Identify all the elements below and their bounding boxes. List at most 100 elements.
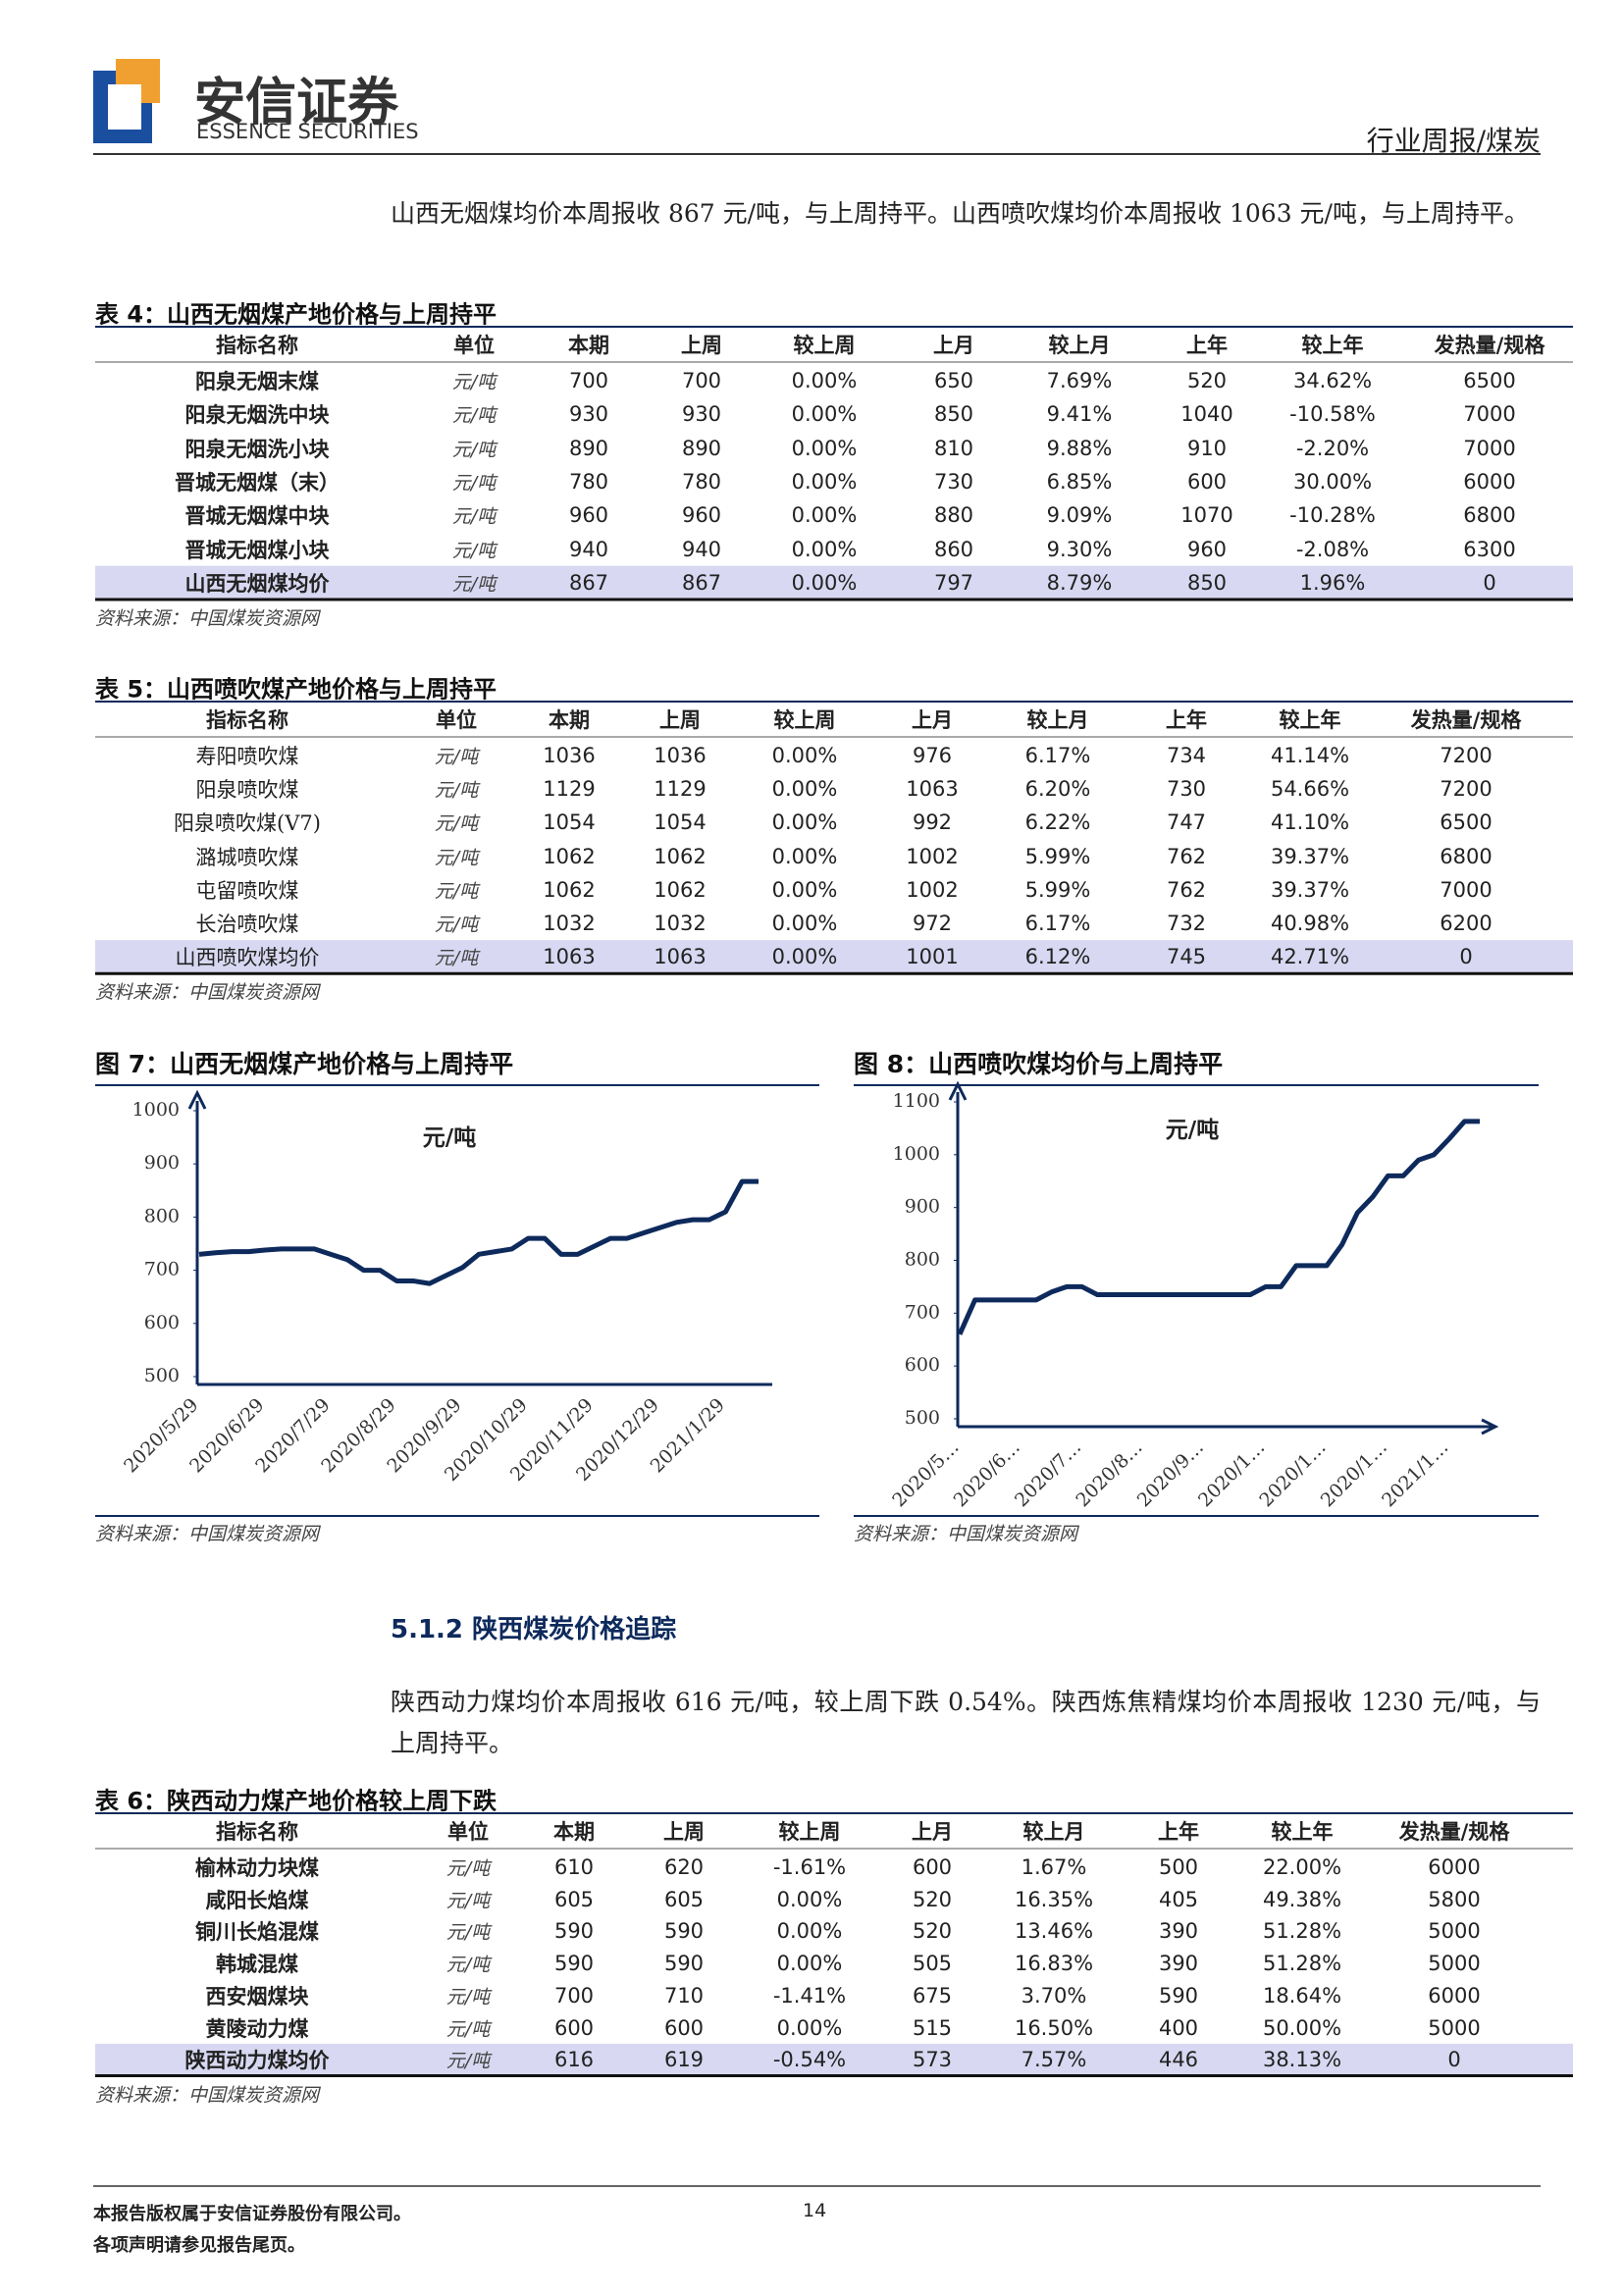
- y-tick-label: 700: [144, 1259, 180, 1280]
- table-cell: 390: [1158, 1919, 1199, 1944]
- section-heading: 5.1.2 陕西煤炭价格追踪: [391, 1615, 677, 1644]
- table-cell: 0.00%: [791, 570, 858, 595]
- table-cell: 730: [1166, 777, 1207, 802]
- table-cell: 51.28%: [1262, 1919, 1342, 1944]
- column-header: 上年: [1166, 708, 1207, 732]
- table-cell: 972: [912, 912, 953, 935]
- table-cell: 976: [912, 744, 953, 767]
- y-tick-label: 1000: [893, 1143, 940, 1165]
- table-cell: 西安烟煤块: [205, 1983, 309, 2009]
- table-cell: 6.17%: [1024, 744, 1091, 767]
- table-cell: 797: [933, 570, 974, 595]
- column-header: 上月: [912, 708, 953, 732]
- table-cell: 1054: [543, 810, 596, 835]
- x-tick-label: 2020/9…: [1133, 1436, 1208, 1511]
- table-cell: -0.54%: [772, 2048, 847, 2072]
- table-cell: 960: [681, 503, 722, 528]
- table-cell: 6200: [1440, 912, 1493, 935]
- table-cell: 890: [681, 436, 722, 460]
- table-cell: 0.00%: [791, 436, 858, 460]
- table-cell: 5000: [1428, 1919, 1481, 1944]
- y-tick-label: 900: [905, 1196, 940, 1218]
- table-cell: 860: [933, 537, 974, 561]
- table-cell: 1032: [543, 912, 596, 935]
- table-cell: 长治喷吹煤: [195, 913, 299, 936]
- table-cell: 38.13%: [1262, 2048, 1342, 2072]
- table-cell: 潞城喷吹煤: [195, 845, 299, 869]
- y-tick-label: 700: [905, 1301, 940, 1323]
- table-cell: 7200: [1440, 744, 1493, 767]
- table-cell: 元/吨: [451, 540, 497, 561]
- y-tick-label: 600: [905, 1354, 940, 1376]
- table-cell: 铜川长焰混煤: [195, 1919, 319, 1945]
- table-cell: 590: [553, 1952, 595, 1976]
- table-cell: 1062: [543, 844, 596, 868]
- table-cell: 0.00%: [776, 2015, 843, 2040]
- table-cell: 9.41%: [1046, 402, 1113, 427]
- table-cell: 元/吨: [434, 812, 479, 835]
- chart-title: 图 8：山西喷吹煤均价与上周持平: [854, 1050, 1224, 1078]
- table-cell: 0.00%: [771, 844, 838, 868]
- table-cell: 730: [933, 469, 974, 494]
- row-highlight: [95, 565, 1573, 600]
- column-header: 发热量/规格: [1398, 1820, 1510, 1844]
- table-cell: 930: [568, 402, 609, 427]
- table-cell: 590: [663, 1952, 705, 1976]
- report-type: 行业周报/煤炭: [1366, 125, 1541, 157]
- table-cell: 34.62%: [1292, 369, 1373, 392]
- table-cell: 元/吨: [434, 746, 479, 768]
- table-cell: 405: [1158, 1887, 1199, 1911]
- column-header: 上周: [663, 1820, 705, 1844]
- table-cell: 600: [1186, 469, 1228, 494]
- table-cell: 810: [933, 436, 974, 460]
- column-header: 较上年: [1279, 708, 1341, 732]
- table-cell: 605: [553, 1887, 595, 1911]
- table-cell: 960: [1186, 537, 1228, 561]
- column-header: 发热量/规格: [1410, 708, 1522, 732]
- x-tick-label: 2020/6…: [950, 1436, 1024, 1511]
- table-cell: 阳泉喷吹煤: [195, 778, 299, 803]
- paragraph: 陕西动力煤均价本周报收 616 元/吨，较上周下跌 0.54%。陕西炼焦精煤均价…: [391, 1688, 1541, 1757]
- table-cell: 元/吨: [451, 505, 497, 528]
- column-header: 指标名称: [216, 1820, 298, 1844]
- column-header: 本期: [553, 1820, 595, 1844]
- column-header: 指标名称: [206, 708, 288, 732]
- table-cell: 屯留喷吹煤: [195, 878, 299, 903]
- table-cell: 0.00%: [791, 469, 858, 494]
- column-header: 较上年: [1301, 334, 1364, 357]
- table-cell: 元/吨: [451, 404, 497, 427]
- table-cell: 韩城混煤: [216, 1952, 298, 1977]
- table-cell: 7.69%: [1046, 369, 1113, 392]
- table-cell: 1063: [543, 945, 596, 969]
- table-cell: 1002: [906, 877, 959, 902]
- table-cell: 1036: [654, 744, 707, 767]
- table-cell: 0.00%: [771, 945, 838, 969]
- company-name: 安信证券: [194, 74, 399, 132]
- table-cell: 7.57%: [1021, 2048, 1087, 2072]
- table-cell: 5.99%: [1024, 877, 1091, 902]
- column-header: 指标名称: [216, 334, 298, 357]
- table-cell: 元/吨: [451, 439, 497, 461]
- y-tick-label: 1000: [132, 1099, 180, 1121]
- table-cell: 晋城无烟煤中块: [184, 503, 330, 529]
- table-cell: 6.20%: [1024, 777, 1091, 802]
- table-cell: -2.08%: [1295, 537, 1370, 561]
- column-header: 较上月: [1026, 708, 1089, 732]
- table-cell: 1062: [543, 877, 596, 902]
- table-cell: 850: [1186, 570, 1228, 595]
- table-cell: 5800: [1428, 1887, 1481, 1911]
- table-cell: 0.00%: [791, 503, 858, 528]
- table-cell: 5.99%: [1024, 844, 1091, 868]
- table-cell: 930: [681, 402, 722, 427]
- page-number: 14: [803, 2200, 827, 2221]
- table-title: 表 5：山西喷吹煤产地价格与上周持平: [95, 675, 498, 704]
- table-cell: -10.28%: [1289, 503, 1376, 528]
- y-axis-arrow: [948, 1080, 968, 1101]
- table-cell: 780: [681, 469, 722, 494]
- table-cell: 780: [568, 469, 609, 494]
- table-cell: 590: [553, 1919, 595, 1944]
- table-cell: 0.00%: [776, 1919, 843, 1944]
- table-cell: 咸阳长焰煤: [205, 1887, 309, 1912]
- table-cell: 590: [1158, 1983, 1199, 2008]
- table-cell: 5000: [1428, 2015, 1481, 2040]
